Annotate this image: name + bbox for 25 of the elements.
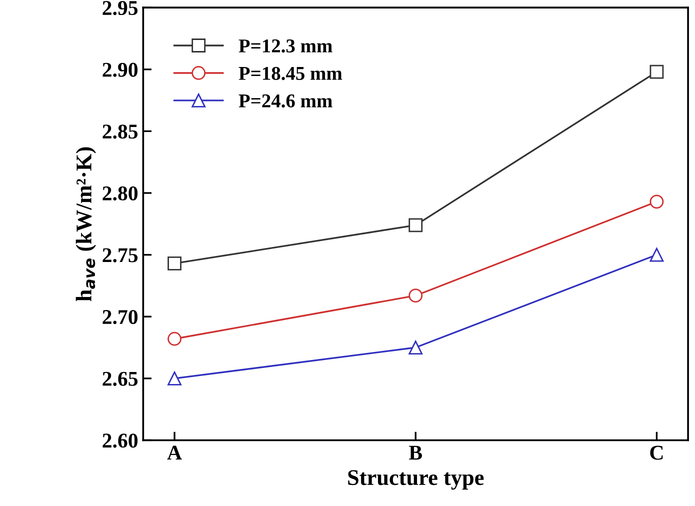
x-tick-label: B (409, 446, 422, 460)
y-tick-label: 2.65 (102, 372, 138, 386)
legend-label: P=18.45 mm (238, 66, 342, 80)
y-tick-label: 2.90 (102, 62, 138, 77)
x-axis-title: Structure type (348, 470, 484, 490)
x-tick-label: A (167, 446, 182, 460)
y-tick-label: 2.60 (102, 434, 138, 448)
y-tick-label: 2.75 (102, 248, 138, 262)
x-tick-label: C (650, 446, 663, 460)
point (408, 218, 423, 232)
point (168, 332, 182, 346)
point (650, 248, 664, 262)
y-tick-label: 2.95 (102, 1, 138, 16)
y-axis-title: h$_{ave}$ (kW/m²·K) (76, 147, 96, 302)
point (168, 371, 182, 386)
point (168, 256, 182, 270)
point (650, 64, 664, 79)
legend-label: P=12.3 mm (238, 39, 332, 53)
legend-label: P=24.6 mm (238, 94, 332, 108)
y-tick-label: 2.80 (102, 186, 138, 201)
point (650, 194, 664, 209)
point (408, 288, 423, 303)
y-tick-label: 2.85 (102, 124, 138, 139)
y-tick-label: 2.70 (102, 310, 138, 324)
point (408, 340, 423, 354)
